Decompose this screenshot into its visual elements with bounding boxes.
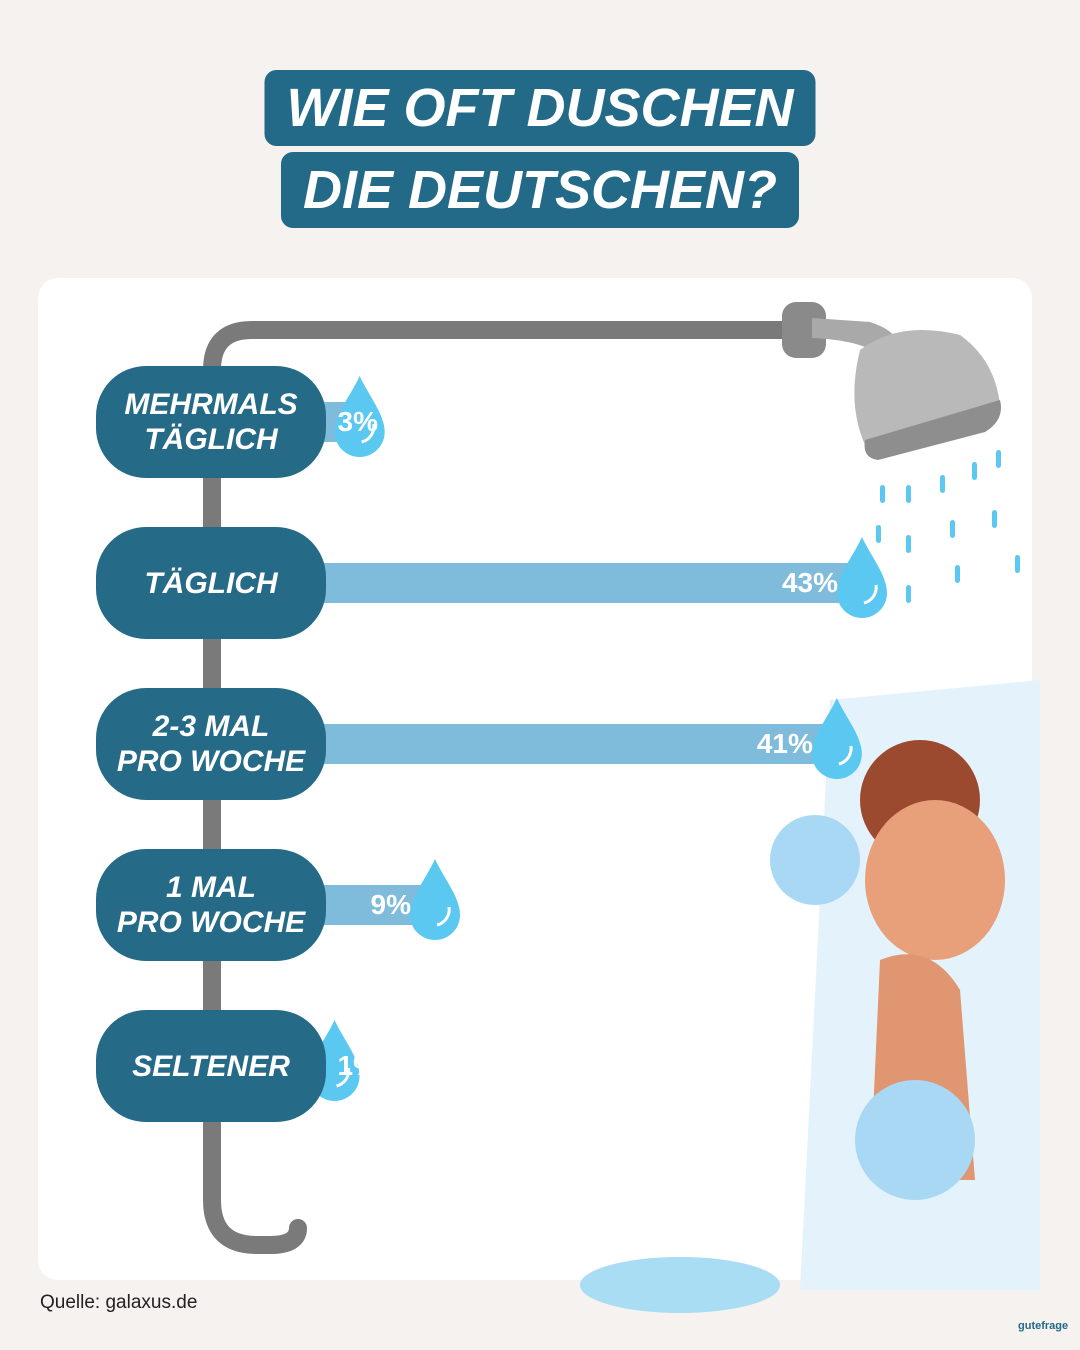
drop-shine xyxy=(361,423,376,444)
bar xyxy=(322,563,862,603)
shower-head xyxy=(854,330,1000,455)
foam xyxy=(770,815,860,905)
category-label: 1 MAL PRO WOCHE xyxy=(96,849,326,961)
title-line: WIE OFT DUSCHEN xyxy=(264,70,816,146)
drop-shine xyxy=(336,1067,351,1088)
category-label: TÄGLICH xyxy=(96,527,326,639)
drop-shine xyxy=(838,745,853,766)
category-label: MEHRMALS TÄGLICH xyxy=(96,366,326,478)
bar xyxy=(322,724,837,764)
logo: gutefrage xyxy=(1018,1320,1069,1332)
value-label: 1% xyxy=(337,1050,378,1081)
water-drops xyxy=(876,450,1020,603)
drop-shine xyxy=(436,906,451,927)
drop xyxy=(811,698,862,779)
drop-shine xyxy=(863,584,878,605)
drop xyxy=(410,859,461,940)
title-line: DIE DEUTSCHEN? xyxy=(280,152,800,228)
face xyxy=(865,800,1005,960)
pipe-end xyxy=(203,1121,307,1254)
foam xyxy=(855,1080,975,1200)
category-label: SELTENER xyxy=(96,1010,326,1122)
puddle xyxy=(580,1257,780,1313)
category-label: 2-3 MAL PRO WOCHE xyxy=(96,688,326,800)
drop xyxy=(837,537,887,618)
value-label: 9% xyxy=(370,889,412,920)
value-label: 41% xyxy=(756,728,813,759)
value-label: 43% xyxy=(781,567,838,598)
shower-face xyxy=(864,400,1001,460)
pipe-joint xyxy=(782,302,826,358)
value-label: 3% xyxy=(337,406,378,437)
source: Quelle: galaxus.de xyxy=(40,1292,198,1313)
drop xyxy=(334,376,385,457)
